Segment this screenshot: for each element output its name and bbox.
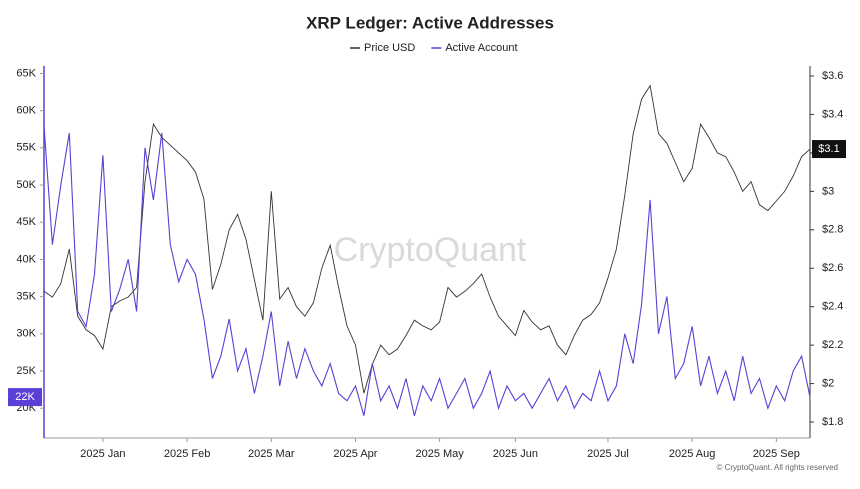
watermark: CryptoQuant — [334, 231, 527, 269]
chart-title: XRP Ledger: Active Addresses — [306, 13, 554, 32]
y2-tick-label: $1.8 — [822, 416, 843, 428]
x-tick-label: 2025 Apr — [333, 448, 377, 460]
footer: © CryptoQuant. All rights reserved — [717, 463, 839, 472]
y-tick-label: 60K — [16, 105, 36, 117]
legend-label: Active Account — [445, 42, 517, 54]
series-line — [43, 125, 811, 416]
y-tick-label: 65K — [16, 67, 36, 79]
y-tick-label: 45K — [16, 216, 36, 228]
x-tick-label: 2025 Jan — [80, 448, 125, 460]
y2-tick-label: $2.2 — [822, 339, 843, 351]
current-value-label: $3.1 — [818, 143, 839, 155]
y2-tick-label: $3.4 — [822, 108, 843, 120]
y-tick-label: 50K — [16, 179, 36, 191]
y-tick-label: 30K — [16, 328, 36, 340]
x-tick-label: 2025 May — [415, 448, 464, 460]
y2-tick-label: $2 — [822, 378, 834, 390]
x-tick-label: 2025 Jul — [587, 448, 629, 460]
x-tick-label: 2025 Sep — [753, 448, 800, 460]
y-tick-label: 55K — [16, 142, 36, 154]
y2-tick-label: $3.6 — [822, 70, 843, 82]
y2-tick-label: $2.8 — [822, 224, 843, 236]
y-tick-label: 35K — [16, 291, 36, 303]
x-tick-label: 2025 Feb — [164, 448, 210, 460]
y-tick-label: 40K — [16, 253, 36, 265]
current-value-badge — [8, 388, 42, 407]
x-tick-label: 2025 Mar — [248, 448, 295, 460]
current-value-label: 22K — [15, 391, 35, 403]
legend-label: Price USD — [364, 42, 415, 54]
x-tick-label: 2025 Jun — [493, 448, 538, 460]
x-tick-label: 2025 Aug — [669, 448, 716, 460]
y2-tick-label: $2.6 — [822, 262, 843, 274]
y2-tick-label: $2.4 — [822, 301, 843, 313]
y2-tick-label: $3 — [822, 185, 834, 197]
series-line — [43, 84, 811, 394]
current-value-badge — [812, 140, 846, 159]
y-tick-label: 25K — [16, 365, 36, 377]
